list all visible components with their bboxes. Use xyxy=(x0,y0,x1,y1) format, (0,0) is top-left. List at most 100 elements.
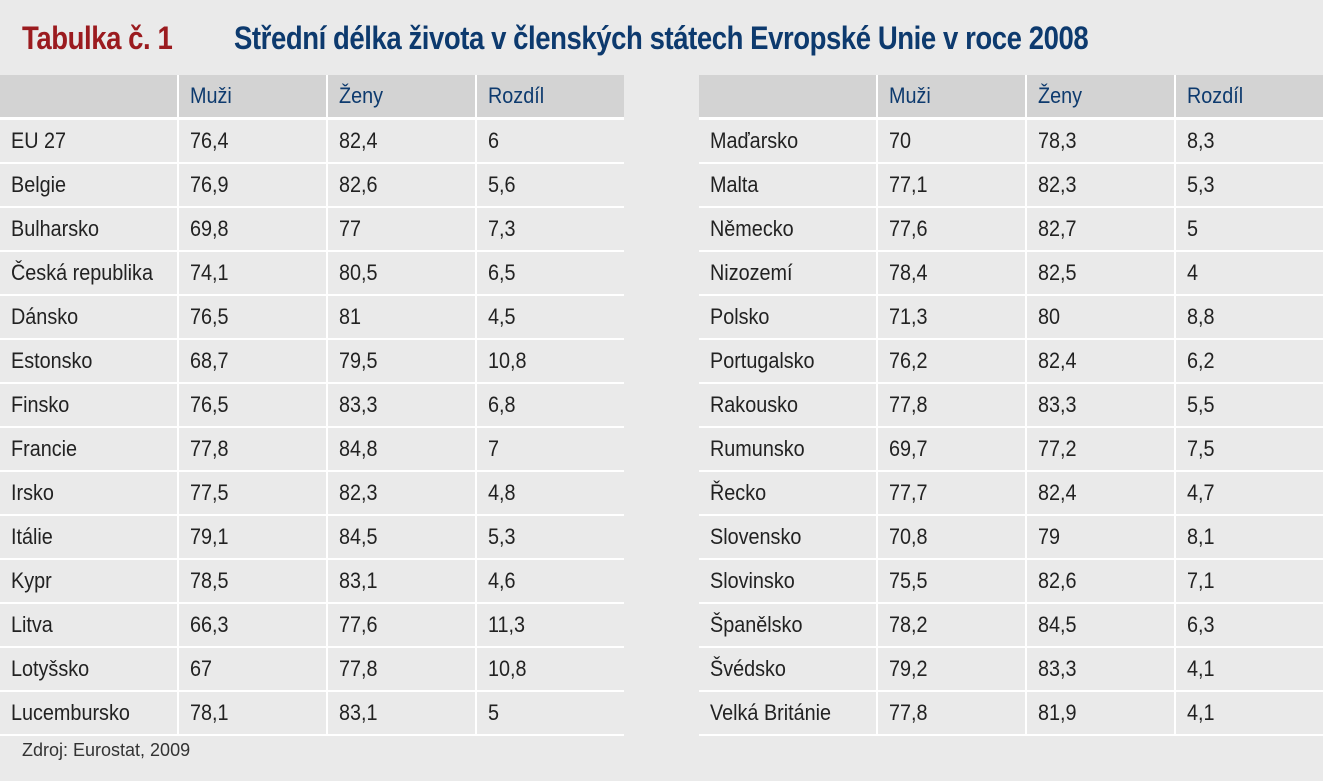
women-cell: 82,4 xyxy=(326,118,476,164)
men-cell: 66,3 xyxy=(177,603,327,648)
difference-cell: 6,8 xyxy=(475,383,624,428)
men-cell: 78,2 xyxy=(876,603,1026,648)
header-women: Ženy xyxy=(1025,75,1175,120)
women-cell: 82,4 xyxy=(1025,471,1175,516)
women-cell: 82,7 xyxy=(1025,207,1175,252)
table-row: Portugalsko 76,2 82,4 6,2 xyxy=(699,339,1323,384)
country-cell: Česká republika xyxy=(0,251,178,296)
difference-cell: 6 xyxy=(475,118,624,164)
life-expectancy-table-left: Muži Ženy Rozdíl EU 27 76,4 82,4 6 Belgie 76,… xyxy=(0,75,624,736)
difference-cell: 10,8 xyxy=(475,647,624,692)
source-note: Zdroj: Eurostat, 2009 xyxy=(22,740,191,760)
header-row: Muži Ženy Rozdíl xyxy=(0,75,624,120)
table-row: Polsko 71,3 80 8,8 xyxy=(699,295,1323,340)
women-cell: 82,4 xyxy=(1025,339,1175,384)
table-row: Irsko 77,5 82,3 4,8 xyxy=(0,471,624,516)
men-cell: 69,7 xyxy=(876,427,1026,472)
difference-cell: 5 xyxy=(475,691,624,736)
table-title: Tabulka č. 1 Střední délka života v člen… xyxy=(22,14,1227,62)
header-country xyxy=(699,75,877,120)
table-row: Slovinsko 75,5 82,6 7,1 xyxy=(699,559,1323,604)
difference-cell: 4 xyxy=(1174,251,1323,296)
women-cell: 83,3 xyxy=(326,383,476,428)
table-row: Maďarsko 70 78,3 8,3 xyxy=(699,118,1323,164)
country-cell: Maďarsko xyxy=(699,118,877,164)
women-cell: 77 xyxy=(326,207,476,252)
men-cell: 70 xyxy=(876,118,1026,164)
country-cell: Belgie xyxy=(0,163,178,208)
men-cell: 76,5 xyxy=(177,383,327,428)
difference-cell: 7,5 xyxy=(1174,427,1323,472)
table-row: Francie 77,8 84,8 7 xyxy=(0,427,624,472)
table-row: Česká republika 74,1 80,5 6,5 xyxy=(0,251,624,296)
table-row: Švédsko 79,2 83,3 4,1 xyxy=(699,647,1323,692)
women-cell: 84,8 xyxy=(326,427,476,472)
country-cell: Španělsko xyxy=(699,603,877,648)
table-row: Rumunsko 69,7 77,2 7,5 xyxy=(699,427,1323,472)
country-cell: Lotyšsko xyxy=(0,647,178,692)
difference-cell: 4,8 xyxy=(475,471,624,516)
table-body-right: Maďarsko 70 78,3 8,3 Malta 77,1 82,3 5,3 Německo… xyxy=(699,118,1323,736)
women-cell: 83,3 xyxy=(1025,383,1175,428)
men-cell: 74,1 xyxy=(177,251,327,296)
women-cell: 80,5 xyxy=(326,251,476,296)
country-cell: Lucembursko xyxy=(0,691,178,736)
difference-cell: 10,8 xyxy=(475,339,624,384)
table-row: Litva 66,3 77,6 11,3 xyxy=(0,603,624,648)
header-row: Muži Ženy Rozdíl xyxy=(699,75,1323,120)
men-cell: 67 xyxy=(177,647,327,692)
country-cell: Švédsko xyxy=(699,647,877,692)
women-cell: 77,6 xyxy=(326,603,476,648)
table-row: Dánsko 76,5 81 4,5 xyxy=(0,295,624,340)
difference-cell: 8,1 xyxy=(1174,515,1323,560)
country-cell: Nizozemí xyxy=(699,251,877,296)
country-cell: Estonsko xyxy=(0,339,178,384)
difference-cell: 7 xyxy=(475,427,624,472)
women-cell: 83,1 xyxy=(326,559,476,604)
difference-cell: 4,5 xyxy=(475,295,624,340)
life-expectancy-table-right: Muži Ženy Rozdíl Maďarsko 70 78,3 8,3 Malta 7… xyxy=(699,75,1323,736)
women-cell: 82,6 xyxy=(1025,559,1175,604)
women-cell: 79,5 xyxy=(326,339,476,384)
table-row: Itálie 79,1 84,5 5,3 xyxy=(0,515,624,560)
table-number-label: Tabulka č. 1 xyxy=(22,19,173,56)
country-cell: Německo xyxy=(699,207,877,252)
women-cell: 77,2 xyxy=(1025,427,1175,472)
difference-cell: 6,5 xyxy=(475,251,624,296)
table-body-left: EU 27 76,4 82,4 6 Belgie 76,9 82,6 5,6 Bulharsko… xyxy=(0,118,624,736)
table-row: Lucembursko 78,1 83,1 5 xyxy=(0,691,624,736)
country-cell: Dánsko xyxy=(0,295,178,340)
country-cell: Litva xyxy=(0,603,178,648)
country-cell: Polsko xyxy=(699,295,877,340)
country-cell: Itálie xyxy=(0,515,178,560)
women-cell: 83,3 xyxy=(1025,647,1175,692)
women-cell: 84,5 xyxy=(326,515,476,560)
table-row: Bulharsko 69,8 77 7,3 xyxy=(0,207,624,252)
table-row: Belgie 76,9 82,6 5,6 xyxy=(0,163,624,208)
men-cell: 69,8 xyxy=(177,207,327,252)
table-row: Slovensko 70,8 79 8,1 xyxy=(699,515,1323,560)
table-row: Velká Británie 77,8 81,9 4,1 xyxy=(699,691,1323,736)
difference-cell: 6,3 xyxy=(1174,603,1323,648)
difference-cell: 4,1 xyxy=(1174,647,1323,692)
women-cell: 82,6 xyxy=(326,163,476,208)
men-cell: 77,1 xyxy=(876,163,1026,208)
table-row: Lotyšsko 67 77,8 10,8 xyxy=(0,647,624,692)
country-cell: Bulharsko xyxy=(0,207,178,252)
table-row: EU 27 76,4 82,4 6 xyxy=(0,118,624,164)
country-cell: Kypr xyxy=(0,559,178,604)
difference-cell: 5,6 xyxy=(475,163,624,208)
country-cell: Portugalsko xyxy=(699,339,877,384)
men-cell: 70,8 xyxy=(876,515,1026,560)
women-cell: 77,8 xyxy=(326,647,476,692)
women-cell: 81,9 xyxy=(1025,691,1175,736)
men-cell: 71,3 xyxy=(876,295,1026,340)
country-cell: Malta xyxy=(699,163,877,208)
women-cell: 83,1 xyxy=(326,691,476,736)
table-row: Estonsko 68,7 79,5 10,8 xyxy=(0,339,624,384)
header-women: Ženy xyxy=(326,75,476,120)
country-cell: Rakousko xyxy=(699,383,877,428)
difference-cell: 7,3 xyxy=(475,207,624,252)
men-cell: 76,9 xyxy=(177,163,327,208)
country-cell: Slovinsko xyxy=(699,559,877,604)
